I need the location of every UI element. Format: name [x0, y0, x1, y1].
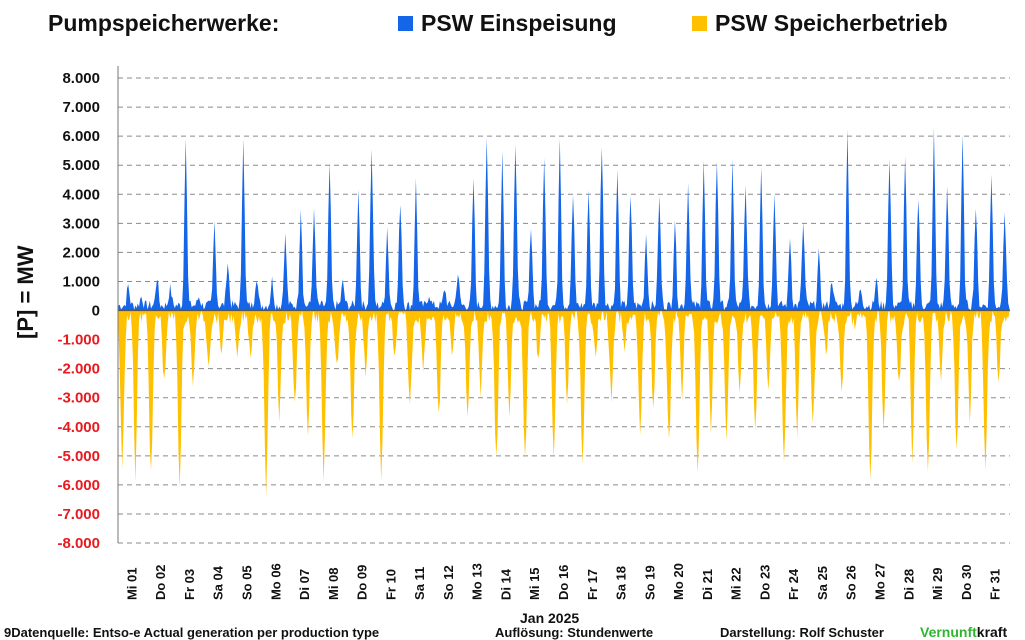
- y-tick-label: 8.000: [62, 70, 100, 87]
- x-tick-label: Di 21: [700, 569, 715, 600]
- y-tick-label: -2.000: [57, 361, 100, 378]
- legend-label-einspeisung: PSW Einspeisung: [421, 10, 617, 36]
- y-tick-label: -1.000: [57, 332, 100, 349]
- x-tick-label: Fr 24: [786, 568, 801, 600]
- x-axis-title: Jan 2025: [520, 610, 580, 626]
- source-note: 9Datenquelle: Entso-e Actual generation …: [4, 625, 380, 640]
- x-tick-label: Do 30: [959, 565, 974, 600]
- x-tick-label: So 12: [441, 565, 456, 600]
- y-tick-label: -4.000: [57, 419, 100, 436]
- y-tick-label: 3.000: [62, 215, 100, 232]
- y-tick-label: 4.000: [62, 186, 100, 203]
- legend-swatch-yellow: [692, 16, 707, 31]
- y-tick-label: 0: [92, 303, 100, 320]
- x-tick-label: Di 28: [901, 569, 916, 600]
- y-tick-label: -6.000: [57, 477, 100, 494]
- y-tick-label: 6.000: [62, 128, 100, 145]
- x-tick-label: Fr 31: [988, 569, 1003, 600]
- y-tick-label: -8.000: [57, 535, 100, 552]
- y-tick-label: -5.000: [57, 448, 100, 465]
- x-tick-label: Fr 03: [182, 569, 197, 600]
- x-tick-label: Mi 15: [527, 567, 542, 600]
- x-tick-label: Di 14: [499, 568, 514, 600]
- x-tick-label: Do 09: [355, 565, 370, 600]
- x-tick-label: Sa 04: [211, 565, 226, 600]
- x-tick-label: Di 07: [297, 569, 312, 600]
- author-credit: Darstellung: Rolf Schuster: [720, 625, 884, 640]
- area-series-einspeisung: [118, 127, 1010, 311]
- x-tick-label: Mi 22: [729, 567, 744, 600]
- x-tick-label: Mi 01: [124, 567, 139, 600]
- chart-title: Pumpspeicherwerke:: [48, 10, 280, 36]
- area-series-speicherbetrieb: [118, 310, 1010, 498]
- brand-part-1: Vernunft: [920, 624, 977, 640]
- x-tick-label: Mo 27: [873, 563, 888, 600]
- y-tick-label: 1.000: [62, 273, 100, 290]
- x-tick-label: Sa 25: [815, 566, 830, 600]
- x-tick-label: Mo 20: [671, 563, 686, 600]
- x-tick-label: Mo 06: [268, 563, 283, 600]
- legend-item-einspeisung: PSW Einspeisung: [398, 10, 617, 37]
- legend-label-speicherbetrieb: PSW Speicherbetrieb: [715, 10, 948, 36]
- x-tick-label: Mi 08: [326, 567, 341, 600]
- y-tick-label: 5.000: [62, 157, 100, 174]
- legend-swatch-blue: [398, 16, 413, 31]
- x-tick-label: Do 02: [153, 565, 168, 600]
- y-tick-label: -3.000: [57, 390, 100, 407]
- x-tick-label: Do 16: [556, 565, 571, 600]
- legend-item-speicherbetrieb: PSW Speicherbetrieb: [692, 10, 948, 37]
- x-tick-label: So 19: [642, 565, 657, 600]
- x-tick-label: Fr 10: [383, 569, 398, 600]
- x-tick-label: Sa 18: [614, 566, 629, 600]
- y-tick-label: -7.000: [57, 506, 100, 523]
- x-tick-label: So 05: [240, 565, 255, 600]
- x-tick-label: Sa 11: [412, 567, 427, 600]
- x-tick-label: Do 23: [757, 565, 772, 600]
- x-tick-label: Fr 17: [585, 569, 600, 600]
- brand-logo: Vernunftkraft: [920, 624, 1007, 640]
- y-tick-label: 7.000: [62, 99, 100, 116]
- brand-part-2: kraft: [976, 624, 1008, 640]
- y-tick-label: 2.000: [62, 244, 100, 261]
- resolution-note: Auflösung: Stundenwerte: [495, 625, 654, 640]
- x-tick-label: Mi 29: [930, 568, 945, 601]
- x-tick-label: Mo 13: [470, 563, 485, 600]
- x-tick-label: So 26: [844, 565, 859, 600]
